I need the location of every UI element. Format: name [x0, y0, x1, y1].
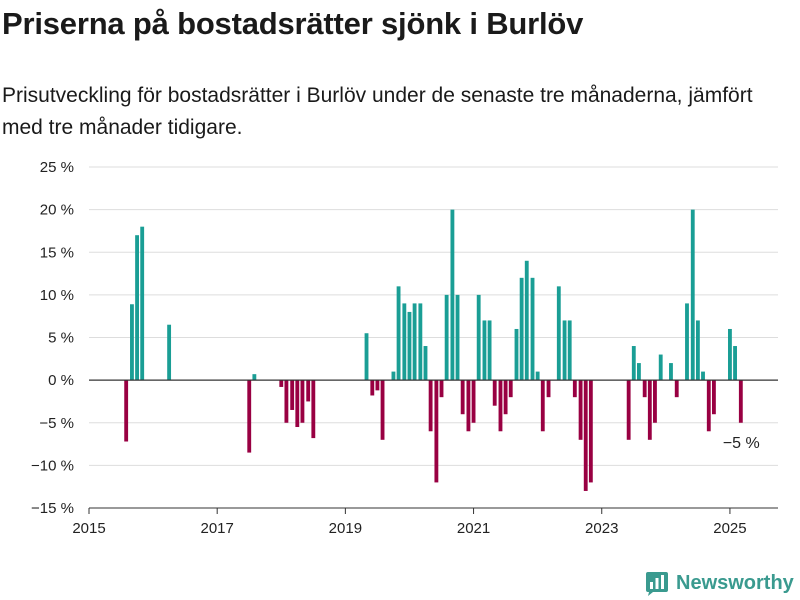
- bar-negative: [434, 380, 439, 483]
- y-tick-label: −5 %: [39, 415, 74, 432]
- bar-positive: [482, 320, 487, 381]
- bar-positive: [562, 320, 567, 381]
- bar-negative: [380, 380, 385, 440]
- bar-positive: [140, 226, 145, 381]
- bar-positive: [631, 346, 636, 381]
- bar-positive: [728, 328, 732, 381]
- bar-positive: [535, 371, 540, 381]
- bar-positive: [556, 286, 561, 381]
- bar-negative: [295, 380, 300, 428]
- bar-negative: [572, 380, 577, 398]
- bar-positive: [636, 363, 641, 381]
- bar-positive: [524, 260, 529, 381]
- y-tick-label: 10 %: [40, 287, 74, 304]
- bar-negative: [653, 380, 657, 423]
- bar-negative: [578, 380, 583, 440]
- bar-negative: [300, 380, 305, 423]
- bar-negative: [626, 380, 631, 440]
- bar-negative: [439, 380, 444, 398]
- bar-negative: [306, 380, 311, 402]
- bar-positive: [733, 346, 737, 381]
- y-tick-label: 5 %: [48, 330, 74, 347]
- bar-positive: [519, 277, 524, 381]
- x-tick-label: 2025: [713, 520, 746, 537]
- chart-title: Priserna på bostadsrätter sjönk i Burlöv: [2, 6, 584, 41]
- brand-name: Newsworthy: [676, 571, 794, 594]
- bar-positive: [685, 303, 689, 381]
- bar-positive: [514, 328, 519, 381]
- bar-negative: [503, 380, 508, 415]
- y-tick-label: 20 %: [40, 202, 74, 219]
- bar-negative: [540, 380, 545, 432]
- bar-positive: [396, 286, 401, 381]
- bar-negative: [471, 380, 476, 423]
- x-tick-label: 2015: [72, 520, 105, 537]
- bar-positive: [412, 303, 417, 381]
- x-tick-label: 2019: [329, 520, 362, 537]
- bar-positive: [407, 311, 412, 381]
- y-tick-label: 25 %: [40, 159, 74, 176]
- bar-negative: [674, 380, 679, 398]
- bar-positive: [135, 235, 139, 381]
- bar-negative: [460, 380, 465, 415]
- bar-negative: [290, 380, 295, 410]
- bar-positive: [455, 294, 460, 381]
- y-tick-label: 15 %: [40, 244, 74, 261]
- chart-subtitle: Prisutveckling för bostadsrätter i Burlö…: [2, 84, 753, 139]
- bar-negative: [706, 380, 711, 432]
- x-tick-label: 2017: [200, 520, 233, 537]
- bar-negative: [247, 380, 252, 453]
- y-tick-label: −15 %: [31, 500, 74, 517]
- newsworthy-icon: [646, 572, 668, 596]
- bar-negative: [498, 380, 503, 432]
- bar-negative: [370, 380, 375, 396]
- bar-positive: [695, 320, 700, 381]
- bar-negative: [466, 380, 471, 432]
- bar-negative: [583, 380, 588, 491]
- bar-negative: [738, 380, 743, 423]
- bar-positive: [476, 294, 481, 381]
- bar-negative: [711, 380, 716, 415]
- bar-positive: [690, 209, 695, 381]
- bar-positive: [444, 294, 449, 381]
- bar-negative: [124, 380, 129, 442]
- bar-positive: [567, 320, 572, 381]
- bar-negative: [375, 380, 380, 391]
- y-tick-label: 0 %: [48, 372, 74, 389]
- bar-negative: [508, 380, 513, 398]
- bar-negative: [642, 380, 647, 398]
- bar-negative: [647, 380, 652, 440]
- y-tick-label: −10 %: [31, 457, 74, 474]
- bar-positive: [130, 304, 134, 381]
- x-tick-label: 2021: [457, 520, 490, 537]
- bar-positive: [364, 333, 369, 381]
- bar-positive: [402, 303, 407, 381]
- bar-positive: [701, 371, 705, 381]
- bar-negative: [588, 380, 593, 483]
- bar-positive: [487, 320, 492, 381]
- x-tick-label: 2023: [585, 520, 618, 537]
- bar-negative: [428, 380, 433, 432]
- bar-negative: [492, 380, 497, 406]
- bar-positive: [658, 354, 663, 381]
- bar-positive: [391, 371, 396, 381]
- bar-positive: [167, 324, 172, 381]
- bar-positive: [423, 346, 428, 381]
- brand-logo: Newsworthy: [644, 570, 794, 596]
- bar-negative: [284, 380, 289, 423]
- bar-positive: [530, 277, 535, 381]
- bar-negative: [311, 380, 316, 439]
- bar-positive: [450, 209, 455, 381]
- bar-positive: [418, 303, 423, 381]
- bar-negative: [546, 380, 551, 398]
- last-value-annotation: −5 %: [723, 435, 760, 452]
- bar-positive: [252, 374, 257, 381]
- bar-negative: [279, 380, 284, 387]
- bar-positive: [669, 363, 673, 381]
